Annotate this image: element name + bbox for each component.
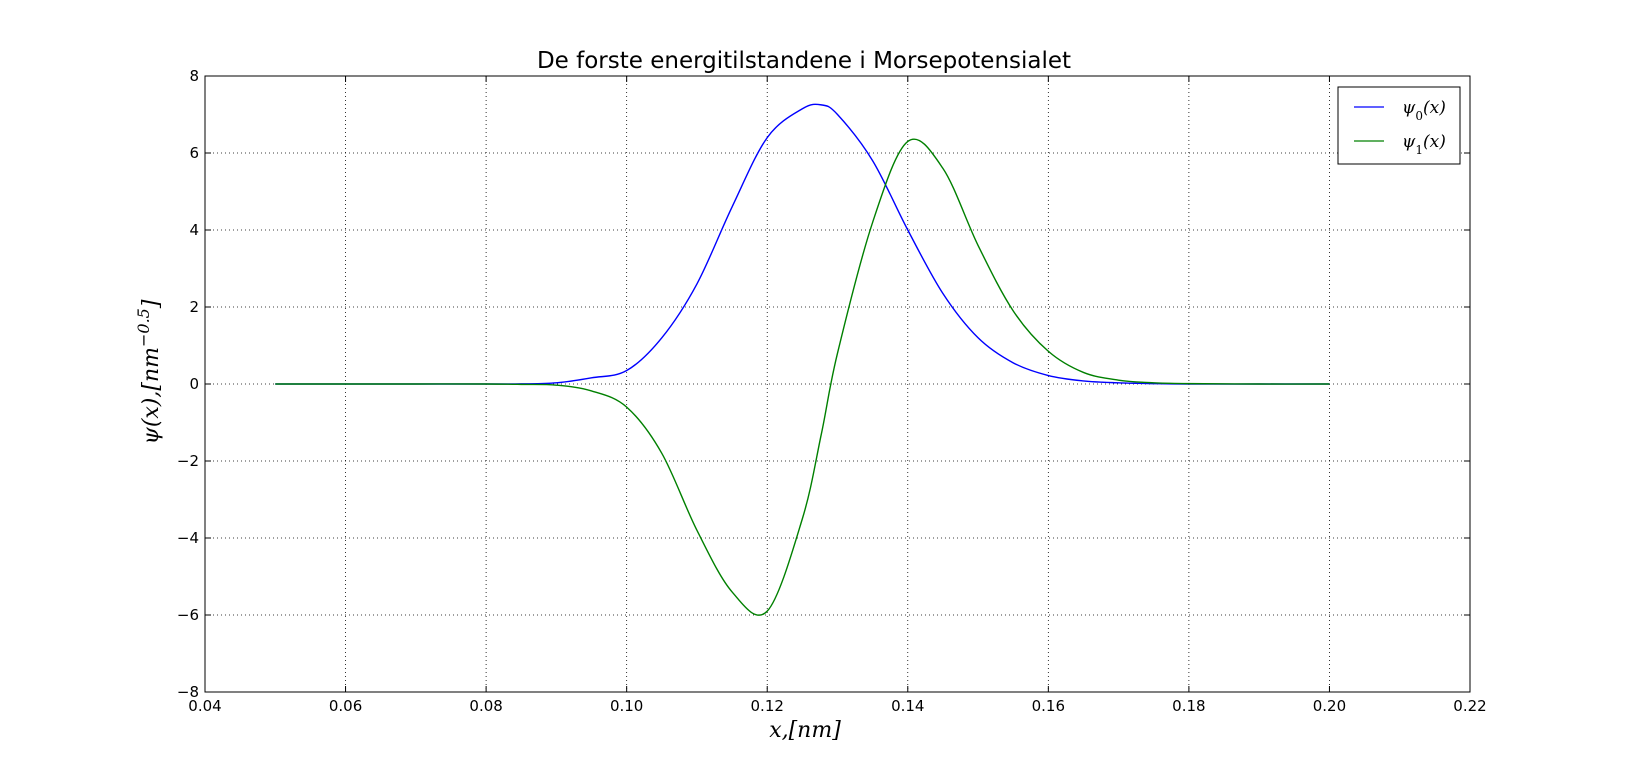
x-tick-label: 0.08 [469,697,502,715]
y-tick-label: −8 [177,683,199,701]
legend-box [1337,86,1461,165]
y-tick-label: 2 [189,298,199,316]
y-tick-label: 0 [189,375,199,393]
y-tick-label: 4 [189,221,199,239]
series-line-psi1 [275,138,1330,616]
y-axis-label-close: ] [139,299,164,309]
legend: ψ0(x) ψ1(x) [1337,86,1461,165]
y-tick-label: 8 [189,67,199,85]
tick-labels: 0.04 0.06 0.08 0.10 0.12 0.14 0.16 0.18 0.20 0.22… [177,67,1487,715]
svg-text:ψ(x),[nm−0.5]: ψ(x),[nm−0.5] [134,299,165,444]
x-tick-label: 0.16 [1032,697,1065,715]
x-tick-label: 0.12 [751,697,784,715]
x-tick-label: 0.10 [610,697,643,715]
legend-label-psi0: ψ0(x) [1402,98,1446,123]
plot-area [275,103,1330,616]
x-tick-label: 0.22 [1453,697,1486,715]
legend-label-psi1: ψ1(x) [1402,132,1446,157]
x-tick-label: 0.20 [1313,697,1346,715]
y-tick-label: −6 [177,606,199,624]
y-axis-label-exponent: −0.5 [134,308,153,347]
y-tick-label: 6 [189,144,199,162]
y-axis-label-base: ψ(x),[nm [139,347,164,444]
y-tick-label: −4 [177,529,199,547]
x-tick-label: 0.06 [329,697,362,715]
x-axis-label: x,[nm] [769,718,841,743]
x-tick-label: 0.18 [1172,697,1205,715]
x-tick-label: 0.04 [188,697,221,715]
axes [204,75,1471,693]
y-axis-label: ψ(x),[nm−0.5] [134,299,165,444]
chart-title: De forste energitilstandene i Morsepoten… [537,48,1071,74]
y-tick-label: −2 [177,452,199,470]
x-tick-label: 0.14 [891,697,924,715]
